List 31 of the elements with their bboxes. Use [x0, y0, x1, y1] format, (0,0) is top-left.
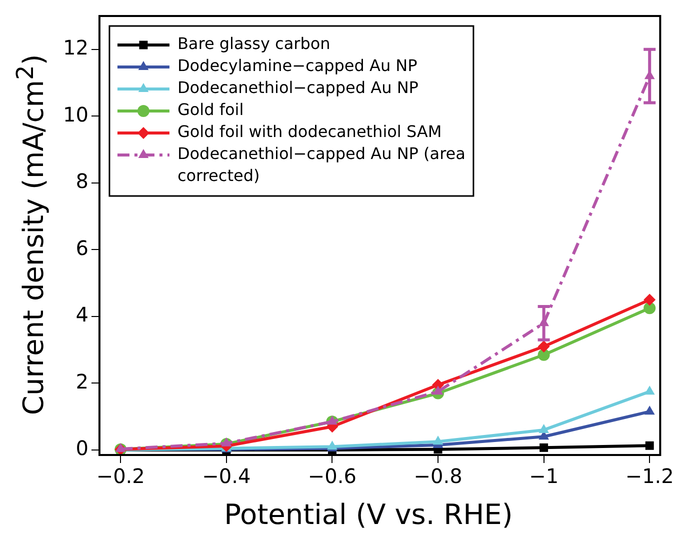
- y-tick-label: 8: [76, 169, 88, 194]
- point: [432, 436, 444, 445]
- point: [644, 406, 655, 415]
- x-tick-label: −0.8: [414, 464, 462, 488]
- legend-label: Gold foil with dodecanethiol SAM: [177, 122, 442, 142]
- legend-label: Dodecanethiol−capped Au NP: [177, 78, 419, 98]
- y-tick-label: 6: [76, 236, 88, 260]
- y-tick-label: 4: [76, 302, 88, 327]
- legend-label: Gold foil: [177, 100, 244, 120]
- point: [644, 294, 656, 306]
- x-tick-label: −0.6: [308, 464, 356, 488]
- x-tick-label: −1: [529, 464, 559, 488]
- y-tick-label: 10: [62, 102, 88, 126]
- x-tick-label: −0.2: [96, 464, 145, 488]
- x-tick-label: −0.4: [202, 464, 251, 488]
- legend-label: Bare glassy carbon: [177, 34, 330, 54]
- legend-label: Dodecanethiol−capped Au NP (area corrected): [177, 144, 466, 186]
- y-tick-label: 2: [76, 369, 88, 394]
- point: [540, 443, 548, 452]
- point: [538, 340, 550, 352]
- point: [432, 386, 444, 395]
- y-tick-label: 0: [76, 436, 88, 460]
- point: [644, 386, 655, 395]
- point: [221, 437, 232, 446]
- point: [327, 416, 338, 425]
- legend-label: Dodecylamine−capped Au NP: [177, 56, 418, 76]
- point: [538, 424, 549, 433]
- point: [645, 441, 654, 450]
- x-tick-label: −1.2: [625, 464, 674, 488]
- x-axis-title: Potential (V vs. RHE): [223, 498, 514, 531]
- y-tick-label: 12: [62, 36, 88, 60]
